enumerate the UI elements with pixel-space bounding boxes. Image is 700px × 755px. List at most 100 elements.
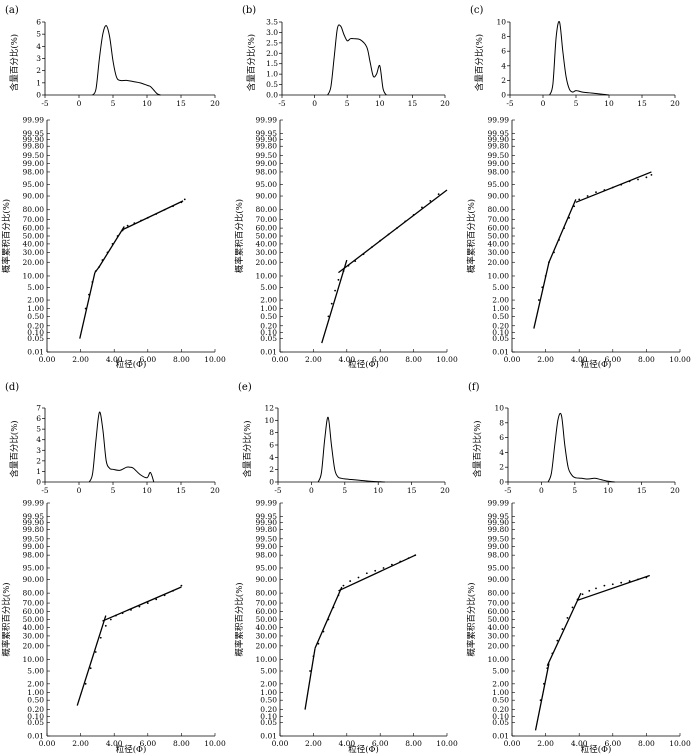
- panel-c-cum-fit-line: [533, 262, 550, 329]
- panel-f-cum-ytick-label: 95.00: [488, 563, 510, 572]
- panel-d-cum-point: [104, 624, 107, 627]
- panel-b-cum-point: [330, 302, 333, 305]
- panel-a-cum-xtick-label: 4.00: [106, 355, 123, 364]
- panel-e-cum-point: [317, 642, 320, 645]
- panel-a-cum-ytick-label: 99.50: [23, 151, 45, 160]
- panel-d-cum-point: [155, 598, 158, 601]
- panel-c-cum-ytick-label: 70.00: [488, 215, 510, 224]
- panel-e-cum-ytick-label: 0.05: [260, 718, 277, 727]
- panel-e-freq-ytick-label: 0: [269, 478, 274, 487]
- panel-e-freq-xtick-label: 20: [440, 486, 450, 495]
- panel-d-freq-xtick-label: -5: [41, 486, 49, 495]
- panel-d-cum-xtick-label: 6.00: [139, 739, 156, 748]
- panel-c-cum-ytick-label: 98.00: [488, 167, 510, 176]
- panel-e-cum-point: [337, 594, 340, 597]
- panel-c-cum-xlabel: 粒径(Φ): [581, 359, 612, 370]
- panel-a-cum-ytick-label: 20.00: [23, 258, 45, 267]
- panel-f-freq-xtick-label: -5: [504, 486, 512, 495]
- panel-c-cum-ytick-label: 99.99: [488, 116, 510, 125]
- panel-a-freq-ytick-label: 3: [36, 54, 41, 63]
- panel-f-cum-ytick-label: 99.90: [488, 518, 510, 527]
- panel-e-cum-ytick-label: 99.50: [256, 534, 278, 543]
- panel-f-cum-ytick-label: 90.00: [488, 575, 510, 584]
- panel-d-cum-ytick-label: 0.50: [27, 696, 44, 705]
- panel-c-cum-ytick-label: 0.10: [492, 328, 509, 337]
- panel-e-freq-xtick-label: 15: [407, 486, 417, 495]
- panel-f-cum-point: [571, 606, 574, 609]
- panel-c-cum-xtick-label: 8.00: [638, 355, 655, 364]
- panel-b-freq-ytick-label: 2.0: [266, 49, 278, 58]
- panel-f-cum-point: [561, 628, 564, 630]
- panel-d-cum-ytick-label: 0.05: [27, 718, 44, 727]
- panel-f-cum-xtick-label: 2.00: [537, 739, 554, 748]
- panel-c-freq-ytick-label: 10: [496, 18, 506, 27]
- panel-d-cum-point: [130, 609, 132, 611]
- panel-b-cum-ytick-label: 99.50: [256, 151, 278, 160]
- panel-a-cum-point: [121, 229, 124, 232]
- panel-b-cum-xtick-label: 8.00: [405, 355, 422, 364]
- panel-c-cum-point: [595, 191, 597, 194]
- panel-f-freq-ytick-label: 10: [494, 404, 504, 413]
- panel-b-cum-ytick-label: 98.00: [256, 167, 278, 176]
- panel-f-cum-ytick-label: 70.00: [488, 599, 510, 608]
- panel-d-cum-ylabel: 概率累积百分比(%): [1, 582, 12, 656]
- panel-b-cum-ytick-label: 80.00: [256, 205, 278, 214]
- panel-f-freq-ylabel: 含量百分比(%): [472, 420, 483, 477]
- panel-b-cum-xtick-label: 0.00: [272, 355, 289, 364]
- panel-d-cum-fit-line: [102, 586, 182, 622]
- panel-c-cum-point: [628, 180, 631, 183]
- panel-d-cum-xtick-label: 0.00: [39, 739, 56, 748]
- panel-b-freq-ytick-label: 2.5: [266, 38, 278, 47]
- panel-a-cum-xtick-label: 0.00: [39, 355, 56, 364]
- panel-c-cum-xtick-label: 0.00: [504, 355, 521, 364]
- panel-c-label: (c): [470, 5, 484, 16]
- panel-b-cum-point: [362, 253, 365, 256]
- panel-e-freq-ytick-label: 12: [264, 404, 274, 413]
- panel-b-cum-point: [327, 315, 330, 318]
- panel-b-cum-ytick-label: 99.00: [256, 159, 278, 168]
- panel-f-cum-point: [539, 699, 542, 702]
- panel-c-cum-ytick-label: 90.00: [488, 192, 510, 201]
- panel-d-cum-ytick-label: 20.00: [23, 641, 45, 650]
- panel-b-freq-xtick-label: 20: [440, 99, 450, 108]
- panel-b-cum-point: [342, 270, 345, 273]
- panel-c-cum-point: [637, 178, 639, 181]
- panel-d-cum-point: [163, 594, 166, 597]
- panel-b-freq-xtick-label: -5: [278, 99, 286, 108]
- panel-a-cum-xlabel: 粒径(Φ): [116, 359, 147, 370]
- panel-f-cum-ytick-label: 20.00: [488, 641, 510, 650]
- panel-f-cum-xtick-label: 4.00: [571, 739, 588, 748]
- panel-a-cum-point: [101, 259, 104, 261]
- panel-e-cum-xtick-label: 6.00: [372, 739, 389, 748]
- panel-c-freq-ytick-label: 0: [501, 91, 506, 100]
- panel-f-cum-point: [581, 593, 584, 596]
- panel-b-freq-ytick-label: 3.5: [266, 18, 278, 27]
- panel-a-freq-ytick-label: 4: [36, 42, 41, 51]
- panel-e-cum-ytick-label: 20.00: [256, 641, 278, 650]
- panel-a-cum-ytick-label: 1.00: [27, 304, 44, 313]
- panel-f-cum-ytick-label: 99.50: [488, 534, 510, 543]
- panel-b-cum-point: [404, 220, 407, 223]
- panel-f-cum-point: [546, 667, 549, 670]
- panel-a-cum-fit-line: [122, 200, 184, 231]
- panel-c-freq-curve: [549, 21, 610, 96]
- panel-f-cum-ytick-label: 40.00: [488, 623, 510, 632]
- panel-b-cum-xtick-label: 2.00: [305, 355, 322, 364]
- panel-c-cum-point: [603, 189, 606, 191]
- panel-a-cum-ytick-label: 40.00: [23, 239, 45, 248]
- panel-e-cum-ytick-label: 50.00: [256, 615, 278, 624]
- panel-f-cum-ytick-label: 10.00: [488, 655, 510, 664]
- panel-a-freq-xtick-label: -5: [41, 99, 49, 108]
- panel-c-cum-xtick-label: 4.00: [571, 355, 588, 364]
- panel-e-cum-xlabel: 粒径(Φ): [348, 744, 379, 755]
- panel-d-cum-point: [121, 612, 124, 615]
- panel-c-cum-point: [544, 275, 547, 277]
- panel-f-cum-ytick-label: 0.01: [492, 732, 509, 741]
- panel-b-cum-ytick-label: 95.00: [256, 180, 278, 189]
- panel-f-cum-xtick-label: 6.00: [604, 739, 621, 748]
- panel-b-cum-ytick-label: 20.00: [256, 258, 278, 267]
- panel-d-cum-ytick-label: 98.00: [23, 551, 45, 560]
- panel-e-cum-ytick-label: 2.00: [260, 679, 277, 688]
- panel-e-cum-ytick-label: 0.50: [260, 696, 277, 705]
- panel-d-freq-xtick-label: 0: [77, 486, 82, 495]
